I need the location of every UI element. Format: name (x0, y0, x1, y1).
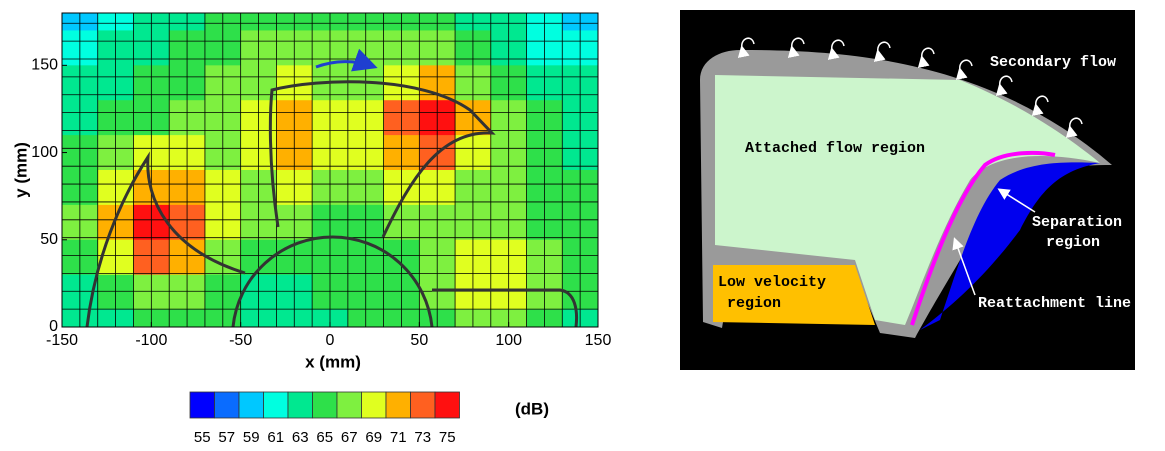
diagram-label: Secondary flow (990, 54, 1116, 71)
diagram-label: Reattachment line (978, 295, 1131, 312)
x-tick-label: -50 (229, 332, 252, 349)
x-tick-label: 50 (410, 332, 428, 349)
x-axis-label: x (mm) (305, 352, 361, 371)
figure: -150-100-50050100150050100150 x (mm) y (… (0, 0, 1165, 446)
colorbar-swatch (337, 392, 362, 418)
diagram-label: Low velocity (718, 274, 826, 291)
colorbar-label: 65 (316, 429, 333, 446)
x-tick-label: -100 (135, 332, 167, 349)
colorbar-label: 63 (292, 429, 309, 446)
colorbar-label: 69 (365, 429, 382, 446)
colorbar-swatch (435, 392, 460, 418)
colorbar-label: 61 (267, 429, 284, 446)
colorbar-label: 71 (390, 429, 407, 446)
diagram-label: region (1046, 234, 1100, 251)
colorbar-label: 55 (194, 429, 211, 446)
y-axis-label: y (mm) (11, 142, 30, 198)
x-tick-label: 100 (495, 332, 522, 349)
y-tick-label: 100 (31, 144, 58, 161)
colorbar-label: 67 (341, 429, 358, 446)
y-tick-label: 50 (40, 231, 58, 248)
colorbar-swatch (190, 392, 215, 418)
diagram-label: Separation (1032, 214, 1122, 231)
x-tick-label: 150 (585, 332, 612, 349)
colorbar-unit: (dB) (515, 399, 549, 418)
y-tick-label: 0 (49, 318, 58, 335)
colorbar-swatch (362, 392, 387, 418)
x-tick-label: 0 (326, 332, 335, 349)
colorbar-swatch (386, 392, 411, 418)
diagram-label: region (727, 295, 781, 312)
colorbar-swatch (411, 392, 436, 418)
colorbar-label: 73 (414, 429, 431, 446)
diagram-label: Attached flow region (745, 140, 925, 157)
colorbar-swatch (288, 392, 313, 418)
colorbar-swatch (264, 392, 289, 418)
colorbar-swatch (215, 392, 240, 418)
colorbar-swatch (313, 392, 338, 418)
colorbar-swatch (239, 392, 264, 418)
colorbar-label: 57 (218, 429, 235, 446)
y-tick-label: 150 (31, 57, 58, 74)
colorbar-label: 59 (243, 429, 260, 446)
colorbar-label: 75 (439, 429, 456, 446)
